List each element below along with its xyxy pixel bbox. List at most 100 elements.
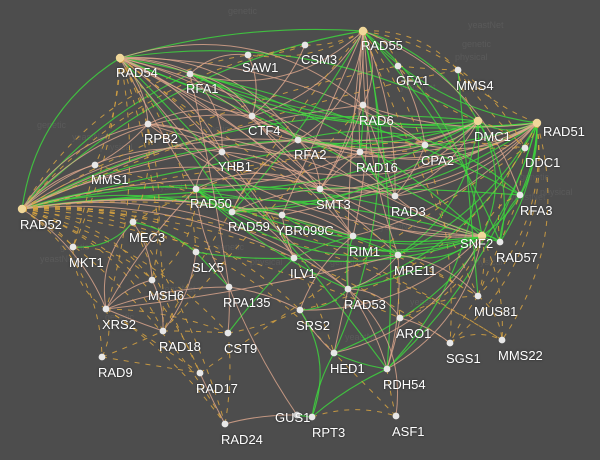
edge-genetic [449,295,479,344]
edge-yeastNet [293,235,354,259]
graph-node-smt3[interactable] [316,185,324,193]
edge-physical [319,188,354,237]
graph-node-rad9[interactable] [98,353,106,361]
graph-node-snf2[interactable] [477,231,487,241]
graph-node-rad6[interactable] [359,101,367,109]
graph-node-rad50[interactable] [192,185,200,193]
edge-layer [21,28,549,425]
edge-genetic [397,254,401,319]
edge-type-watermark: yeastNet [380,222,416,232]
edge-genetic [386,368,397,417]
graph-node-rad18[interactable] [159,327,167,335]
edge-type-watermark: genetic [228,6,258,16]
graph-node-msh6[interactable] [148,276,156,284]
edge-yeastNet [231,211,483,251]
edge-genetic [224,332,231,425]
edge-physical [333,235,483,354]
graph-node-rpa135[interactable] [225,283,233,291]
edge-yeastNet [189,73,299,141]
edge-physical [352,30,369,237]
graph-node-srs2[interactable] [296,306,304,314]
edge-genetic [247,30,364,58]
edge-genetic [304,30,364,46]
graph-node-gus1[interactable] [293,411,301,419]
graph-node-cst9[interactable] [224,329,232,337]
graph-node-rad16[interactable] [356,148,364,156]
graph-node-aro1[interactable] [396,314,404,322]
edge-genetic [397,65,479,122]
edge-yeastNet [359,151,396,197]
graph-node-cpa2[interactable] [421,141,429,149]
edge-genetic [101,330,164,358]
edge-genetic [21,207,301,311]
graph-node-rad24[interactable] [221,420,229,428]
graph-node-dmc1[interactable] [473,116,483,126]
edge-physical [299,235,354,311]
graph-node-ybr099c[interactable] [278,211,286,219]
graph-node-rad51[interactable] [532,118,542,128]
graph-node-rad17[interactable] [196,369,204,377]
edge-physical [105,188,197,310]
graph-node-mus81[interactable] [474,292,482,300]
edge-physical [394,144,426,197]
graph-node-rad57[interactable] [496,238,504,246]
edge-genetic [105,308,226,425]
graph-node-ctf4[interactable] [248,112,256,120]
graph-node-rpb2[interactable] [144,120,152,128]
graph-node-mms4[interactable] [454,66,462,74]
graph-node-rdh54[interactable] [383,365,391,373]
edge-physical [386,235,483,370]
graph-node-xrs2[interactable] [102,305,110,313]
edge-genetic [247,44,306,56]
graph-node-asf1[interactable] [392,412,400,420]
graph-node-mms22[interactable] [498,336,506,344]
edge-physical [195,151,361,190]
edge-type-watermark: genetic [105,312,135,322]
edge-physical [119,57,426,146]
graph-node-rad59[interactable] [228,208,236,216]
edge-yeastNet [477,120,505,243]
edge-physical [424,122,538,150]
edge-physical [319,104,364,190]
graph-node-yhb1[interactable] [218,148,226,156]
graph-node-sgs1[interactable] [446,339,454,347]
edge-genetic [101,308,110,358]
graph-node-rad55[interactable] [358,26,368,36]
graph-node-rfa3[interactable] [516,191,524,199]
graph-node-mre11[interactable] [394,251,402,259]
graph-node-rad54[interactable] [115,53,125,63]
node-layer[interactable] [17,26,542,428]
graph-node-rad3[interactable] [391,192,399,200]
graph-node-ddc1[interactable] [521,144,529,152]
graph-node-rpt3[interactable] [308,413,316,421]
graph-node-saw1[interactable] [244,51,252,59]
edge-physical [162,251,197,332]
edge-yeastNet [299,288,349,311]
edge-physical [386,254,400,370]
edge-genetic [132,221,201,374]
graph-node-mec3[interactable] [129,218,137,226]
graph-node-rad52[interactable] [17,204,27,214]
edge-physical [352,122,538,237]
graph-node-hed1[interactable] [330,349,338,357]
edge-type-watermark: genetic [215,242,245,252]
graph-node-rfa2[interactable] [294,136,302,144]
graph-node-rad53[interactable] [344,285,352,293]
graph-node-mms1[interactable] [91,161,99,169]
edge-physical [228,286,301,311]
edge-yeastNet [386,120,480,370]
edge-yeastNet [359,104,364,153]
edge-yeastNet [195,188,399,257]
graph-node-ilv1[interactable] [290,254,298,262]
edge-physical [199,372,226,425]
graph-node-rfa1[interactable] [186,70,194,78]
edge-physical [119,57,349,290]
graph-node-csm3[interactable] [301,41,309,49]
edge-yeastNet [21,115,479,210]
edge-yeastNet [195,188,483,243]
graph-node-mkt1[interactable] [69,243,77,251]
graph-node-slx5[interactable] [192,248,200,256]
graph-node-rim1[interactable] [349,232,357,240]
graph-node-gfa1[interactable] [394,62,402,70]
